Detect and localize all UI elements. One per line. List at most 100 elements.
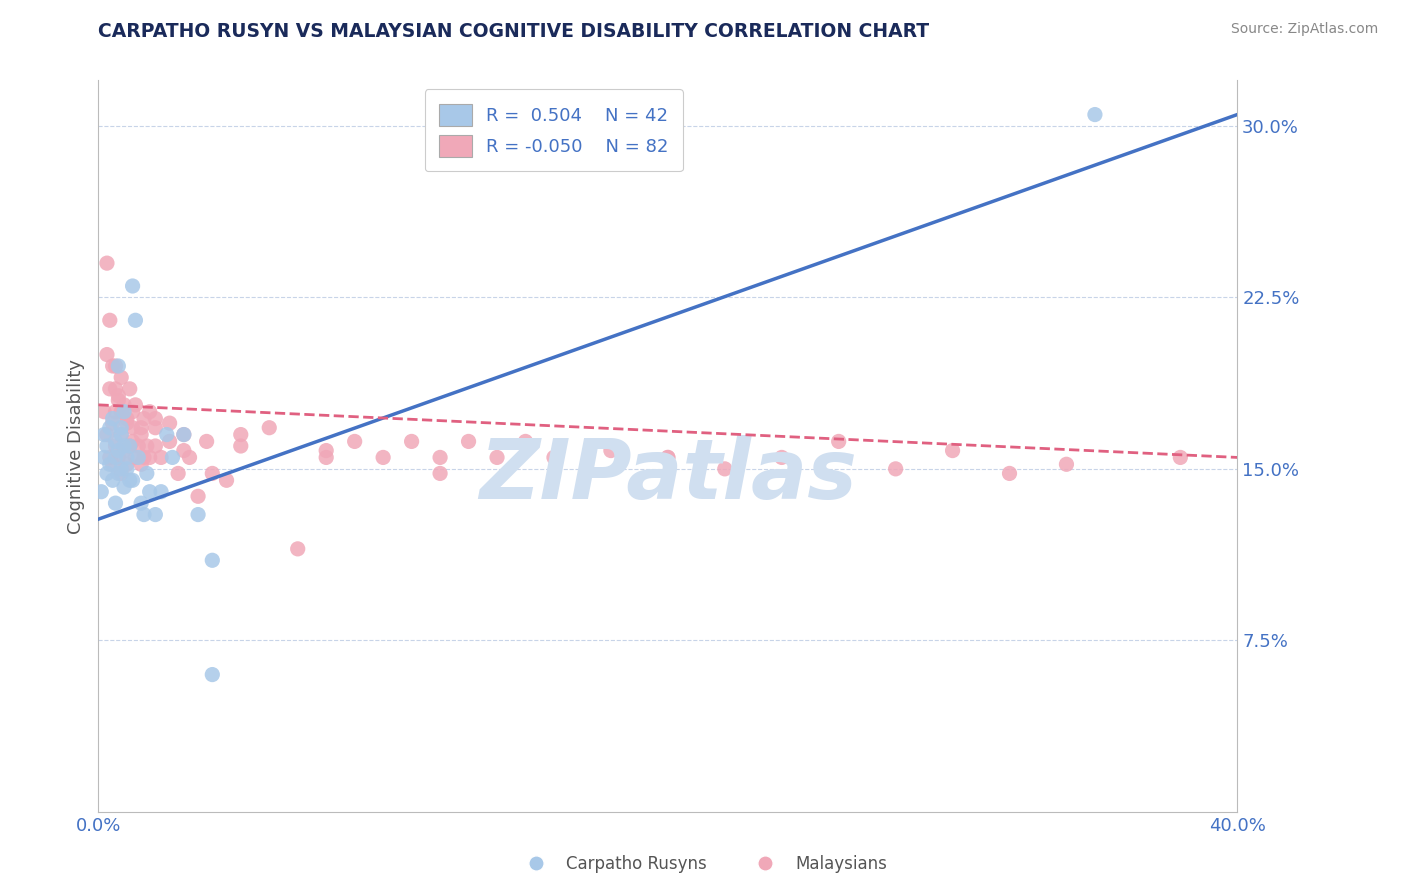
- Point: [657, 450, 679, 465]
- Point: [98, 382, 121, 396]
- Point: [121, 405, 143, 419]
- Point: [515, 434, 537, 449]
- Point: [457, 434, 479, 449]
- Point: [121, 434, 143, 449]
- Point: [124, 398, 146, 412]
- Point: [1084, 107, 1107, 121]
- Point: [110, 427, 132, 442]
- Point: [201, 553, 224, 567]
- Point: [132, 450, 155, 465]
- Point: [600, 443, 623, 458]
- Point: [107, 389, 129, 403]
- Point: [118, 473, 141, 487]
- Point: [429, 450, 451, 465]
- Point: [145, 421, 167, 435]
- Point: [93, 427, 115, 442]
- Point: [110, 462, 132, 476]
- Point: [115, 416, 138, 430]
- Point: [132, 411, 155, 425]
- Point: [714, 462, 737, 476]
- Point: [173, 443, 195, 458]
- Point: [110, 421, 132, 435]
- Point: [201, 467, 224, 481]
- Point: [115, 411, 138, 425]
- Point: [373, 450, 395, 465]
- Point: [124, 313, 146, 327]
- Point: [90, 484, 112, 499]
- Point: [115, 462, 138, 476]
- Point: [998, 467, 1021, 481]
- Point: [107, 450, 129, 465]
- Point: [104, 382, 127, 396]
- Point: [110, 370, 132, 384]
- Point: [96, 439, 118, 453]
- Legend: Carpatho Rusyns, Malaysians: Carpatho Rusyns, Malaysians: [513, 848, 893, 880]
- Point: [112, 443, 135, 458]
- Point: [770, 450, 793, 465]
- Text: Source: ZipAtlas.com: Source: ZipAtlas.com: [1230, 22, 1378, 37]
- Point: [138, 405, 160, 419]
- Point: [107, 359, 129, 373]
- Point: [101, 411, 124, 425]
- Point: [942, 443, 965, 458]
- Point: [179, 450, 201, 465]
- Point: [145, 439, 167, 453]
- Point: [98, 458, 121, 472]
- Point: [150, 450, 173, 465]
- Point: [101, 359, 124, 373]
- Point: [104, 405, 127, 419]
- Point: [104, 450, 127, 465]
- Point: [138, 484, 160, 499]
- Point: [96, 467, 118, 481]
- Point: [173, 427, 195, 442]
- Point: [98, 313, 121, 327]
- Point: [93, 405, 115, 419]
- Point: [159, 434, 181, 449]
- Point: [107, 393, 129, 408]
- Text: ZIPatlas: ZIPatlas: [479, 434, 856, 516]
- Point: [121, 473, 143, 487]
- Point: [96, 256, 118, 270]
- Point: [118, 382, 141, 396]
- Point: [159, 416, 181, 430]
- Point: [98, 421, 121, 435]
- Point: [129, 427, 152, 442]
- Point: [110, 467, 132, 481]
- Point: [101, 458, 124, 472]
- Point: [150, 484, 173, 499]
- Point: [429, 467, 451, 481]
- Point: [229, 439, 252, 453]
- Point: [145, 411, 167, 425]
- Point: [121, 279, 143, 293]
- Point: [112, 398, 135, 412]
- Point: [167, 467, 190, 481]
- Point: [135, 439, 157, 453]
- Point: [138, 450, 160, 465]
- Point: [101, 473, 124, 487]
- Point: [104, 496, 127, 510]
- Point: [229, 427, 252, 442]
- Point: [195, 434, 218, 449]
- Point: [1170, 450, 1192, 465]
- Point: [315, 443, 337, 458]
- Point: [828, 434, 851, 449]
- Point: [145, 508, 167, 522]
- Point: [112, 439, 135, 453]
- Point: [135, 467, 157, 481]
- Point: [104, 434, 127, 449]
- Point: [98, 450, 121, 465]
- Point: [104, 359, 127, 373]
- Point: [132, 508, 155, 522]
- Point: [162, 450, 184, 465]
- Point: [101, 416, 124, 430]
- Point: [259, 421, 281, 435]
- Point: [657, 450, 679, 465]
- Text: CARPATHO RUSYN VS MALAYSIAN COGNITIVE DISABILITY CORRELATION CHART: CARPATHO RUSYN VS MALAYSIAN COGNITIVE DI…: [98, 22, 929, 41]
- Point: [1056, 458, 1078, 472]
- Y-axis label: Cognitive Disability: Cognitive Disability: [66, 359, 84, 533]
- Point: [543, 450, 565, 465]
- Point: [107, 443, 129, 458]
- Point: [129, 421, 152, 435]
- Point: [118, 439, 141, 453]
- Point: [315, 450, 337, 465]
